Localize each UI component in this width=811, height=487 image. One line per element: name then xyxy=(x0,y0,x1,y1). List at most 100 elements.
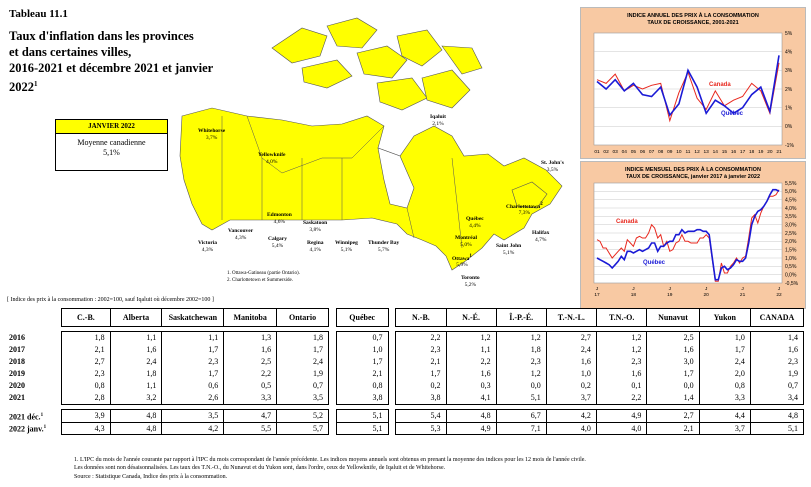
city-name: Charlottetown xyxy=(506,203,541,210)
table-cell: 2,2 xyxy=(445,356,497,368)
city-name: Saint John xyxy=(496,243,522,249)
city-value: 4,6% xyxy=(273,218,286,225)
table-cell: 5,1 xyxy=(335,421,389,436)
canadian-average-label: Moyenne canadienne xyxy=(77,138,146,147)
column-spacer xyxy=(328,332,336,345)
table-cell: 4,2 xyxy=(545,409,597,423)
monthly-cpi-chart: INDICE MENSUEL DES PRIX À LA CONSOMMATIO… xyxy=(580,161,806,309)
inflation-table-grid: C.-B. Alberta Saskatchewan Manitoba Ontario Q… xyxy=(7,308,805,436)
x-tick-label: 09 xyxy=(667,149,673,155)
table-cell: 2,3 xyxy=(495,356,547,368)
table-cell: 1,7 xyxy=(161,368,225,380)
table-cell: 1,8 xyxy=(61,331,111,344)
city-name: Calgary xyxy=(268,236,287,242)
city-value: 5,0% xyxy=(460,241,472,248)
table-cell: 0,8 xyxy=(61,380,111,392)
title-line-2: et dans certaines villes, xyxy=(9,45,132,59)
table-number: Tableau 11.1 xyxy=(9,8,68,20)
x-tick-label: 06 xyxy=(640,149,646,155)
city-name: Toronto xyxy=(461,275,480,281)
y-tick-label: 1,5% xyxy=(785,247,797,253)
city-value: 4,4% xyxy=(469,222,481,229)
city-name: Halifax xyxy=(532,230,550,236)
row-year: 2021 déc.1 xyxy=(7,410,62,423)
y-tick-label: 4% xyxy=(785,49,793,55)
city-note-marker: 2 xyxy=(540,202,543,207)
x-tick-label: 04 xyxy=(622,149,628,155)
table-cell: 5,7 xyxy=(276,421,329,436)
city-name: Montréal xyxy=(455,235,477,241)
table-cell: 1,2 xyxy=(595,331,648,344)
table-cell: 2,7 xyxy=(545,331,597,344)
annual-cpi-chart: INDICE ANNUEL DES PRIX À LA CONSOMMATION… xyxy=(580,7,806,159)
title-footnote-marker: 1 xyxy=(34,80,38,88)
map-note-2: 2. Charlottetown et Summerside. xyxy=(227,278,293,283)
table-cell: 2,1 xyxy=(335,368,389,380)
city-value: 3,7% xyxy=(205,134,218,141)
y-tick-label: 4,5% xyxy=(785,197,797,203)
table-cell: 0,0 xyxy=(495,380,547,392)
column-header: CANADA xyxy=(749,308,805,327)
table-cell: 0,8 xyxy=(335,380,389,392)
column-spacer xyxy=(388,380,396,392)
table-cell: 6,7 xyxy=(495,409,547,423)
y-tick-label: -0,5% xyxy=(785,281,799,287)
city-name: Thunder Bay xyxy=(368,240,400,246)
table-cell: 4,0 xyxy=(545,421,597,436)
table-cell: 1,1 xyxy=(445,344,497,356)
x-tick-label: 07 xyxy=(649,149,655,155)
x-tick-label: 18 xyxy=(749,149,755,155)
city-halifax: Halifax 4,7% xyxy=(532,230,549,243)
monthly-rows: 2021 déc.1 3,9 4,8 3,5 4,7 5,2 5,1 5,4 4,8 6,7 4,2… xyxy=(7,405,805,436)
city-value: 3,5% xyxy=(546,166,559,173)
table-cell: 0,0 xyxy=(646,380,700,392)
column-header: Yukon xyxy=(698,308,751,327)
table-cell: 2,4 xyxy=(545,344,597,356)
title-line-3-text: 2016-2021 et décembre 2021 et janvier 20… xyxy=(9,61,213,95)
table-cell: 5,1 xyxy=(335,409,389,423)
x-tick-label: 22 xyxy=(776,292,782,298)
table-cell: 3,7 xyxy=(698,421,751,436)
x-tick-label: 10 xyxy=(676,149,682,155)
x-tick-label: 18 xyxy=(631,292,637,298)
row-year: 2022 janv.1 xyxy=(7,422,62,435)
annual-cpi-chart-svg: INDICE ANNUEL DES PRIX À LA CONSOMMATION… xyxy=(593,12,794,155)
table-cell: 2,3 xyxy=(395,344,447,356)
city-name: Ottawa xyxy=(452,255,470,262)
table-cell: 1,8 xyxy=(109,368,163,380)
table-cell: 1,6 xyxy=(445,368,497,380)
table-cell: 2,7 xyxy=(61,356,111,368)
column-spacer xyxy=(388,392,396,405)
city-charlottetown: Charlottetown2 7,3% xyxy=(506,202,543,217)
y-tick-label: 5,5% xyxy=(785,181,797,187)
table-cell: 3,5 xyxy=(161,409,225,423)
table-cell: 2,2 xyxy=(223,368,278,380)
table-cell: 1,6 xyxy=(749,344,805,356)
city-thunder-bay: Thunder Bay 5,7% xyxy=(368,240,399,253)
city-name: Vancouver xyxy=(228,228,254,234)
x-tick-label: 20 xyxy=(704,292,710,298)
city-toronto: Toronto 5,2% xyxy=(461,275,480,288)
column-spacer xyxy=(328,410,336,423)
x-tick-label: 20 xyxy=(767,149,773,155)
inflation-table: C.-B. Alberta Saskatchewan Manitoba Ontario Q… xyxy=(7,308,805,436)
table-cell: 0,8 xyxy=(698,380,751,392)
table-cell: 1,7 xyxy=(395,368,447,380)
column-spacer xyxy=(388,332,396,345)
x-tick-label: 05 xyxy=(631,149,637,155)
row-year-text: 2020 xyxy=(9,381,25,390)
city-value: 4,0% xyxy=(266,158,278,165)
city-value: 4,1% xyxy=(309,246,321,253)
city-montreal: Montréal 5,0% xyxy=(455,235,477,248)
column-header: Alberta xyxy=(109,308,163,327)
x-tick-label: 11 xyxy=(686,149,691,155)
y-tick-label: 0% xyxy=(785,124,793,130)
table-cell: 1,0 xyxy=(698,331,751,344)
table-cell: 2,3 xyxy=(61,368,111,380)
table-cell: 5,3 xyxy=(395,421,447,436)
row-year-text: 2016 xyxy=(9,332,25,342)
city-value: 2,1% xyxy=(432,120,444,127)
x-tick-label: 14 xyxy=(713,149,719,155)
series-label-quebec: Québec xyxy=(721,111,744,117)
table-cell: 1,2 xyxy=(495,331,547,344)
